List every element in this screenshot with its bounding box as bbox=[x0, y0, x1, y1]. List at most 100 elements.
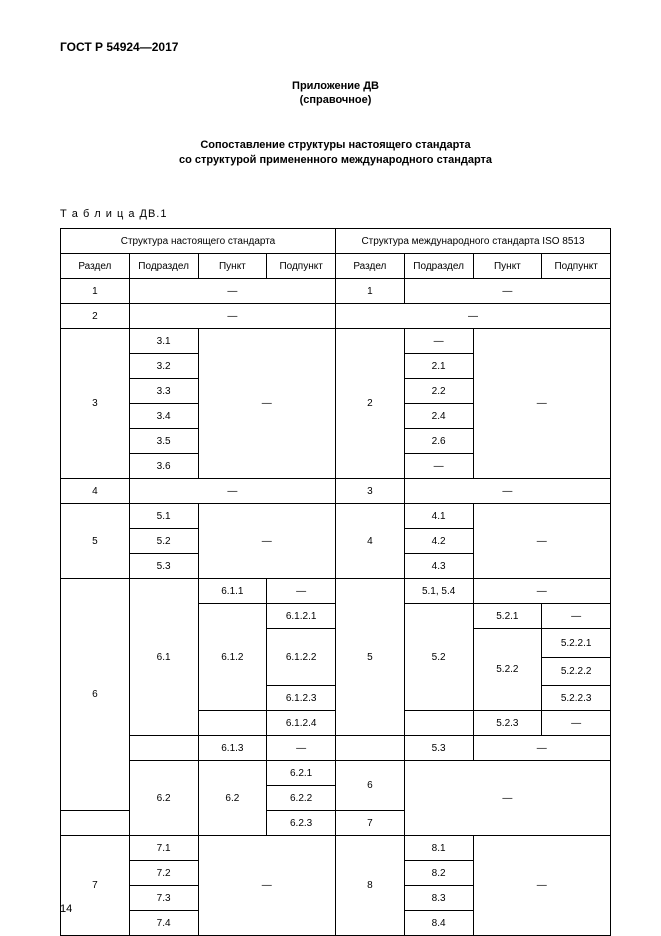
cell: — bbox=[404, 479, 610, 504]
cell: 2 bbox=[336, 329, 405, 479]
cell: 5.2.2.1 bbox=[542, 629, 611, 658]
cell: 6 bbox=[336, 761, 405, 811]
table-row: 1 — 1 — bbox=[61, 279, 611, 304]
cell: 7.1 bbox=[129, 836, 198, 861]
cell: — bbox=[473, 579, 611, 604]
document-id: ГОСТ Р 54924—2017 bbox=[60, 40, 611, 54]
cell: 3.4 bbox=[129, 404, 198, 429]
cell: 2.4 bbox=[404, 404, 473, 429]
cell: — bbox=[473, 504, 611, 579]
col-b-left: Подраздел bbox=[129, 254, 198, 279]
cell: 5.2.2.2 bbox=[542, 657, 611, 686]
col-d-left: Подпункт bbox=[267, 254, 336, 279]
cell: 6 bbox=[61, 579, 130, 811]
cell bbox=[61, 811, 130, 836]
cell: 8.4 bbox=[404, 911, 473, 936]
cell: 6.1.2.2 bbox=[267, 629, 336, 686]
cell: 5.2.3 bbox=[473, 711, 542, 736]
cell: 1 bbox=[61, 279, 130, 304]
cell: 6.2 bbox=[129, 761, 198, 836]
table-label: Т а б л и ц а ДВ.1 bbox=[60, 208, 611, 220]
cell: 6.1.2.3 bbox=[267, 686, 336, 711]
cell: 6.1 bbox=[129, 579, 198, 736]
cell: 4.1 bbox=[404, 504, 473, 529]
cell: 5 bbox=[336, 579, 405, 736]
cell: 6.1.2.1 bbox=[267, 604, 336, 629]
header-right: Структура международного стандарта ISO 8… bbox=[336, 229, 611, 254]
cell: 6.2.2 bbox=[267, 786, 336, 811]
cell: 4 bbox=[61, 479, 130, 504]
header-left: Структура настоящего стандарта bbox=[61, 229, 336, 254]
cell: 4.3 bbox=[404, 554, 473, 579]
cell: 5.2.2.3 bbox=[542, 686, 611, 711]
table-row: 5 5.1 — 4 4.1 — bbox=[61, 504, 611, 529]
col-d-right: Подпункт bbox=[542, 254, 611, 279]
cell: 7.2 bbox=[129, 861, 198, 886]
cell: 5.1 bbox=[129, 504, 198, 529]
cell: — bbox=[267, 736, 336, 761]
cell: 6.2.1 bbox=[267, 761, 336, 786]
cell: 2.1 bbox=[404, 354, 473, 379]
col-a-left: Раздел bbox=[61, 254, 130, 279]
appendix-line2: (справочное) bbox=[60, 93, 611, 107]
cell: 3.2 bbox=[129, 354, 198, 379]
cell: 8.2 bbox=[404, 861, 473, 886]
cell: 4.2 bbox=[404, 529, 473, 554]
cell: 5 bbox=[61, 504, 130, 579]
cell: — bbox=[198, 836, 336, 936]
cell: 7.3 bbox=[129, 886, 198, 911]
col-c-left: Пункт bbox=[198, 254, 267, 279]
col-c-right: Пункт bbox=[473, 254, 542, 279]
cell: 5.2.2 bbox=[473, 629, 542, 711]
table-subheader-row: Раздел Подраздел Пункт Подпункт Раздел П… bbox=[61, 254, 611, 279]
cell: 5.3 bbox=[129, 554, 198, 579]
cell: — bbox=[198, 504, 336, 579]
col-b-right: Подраздел bbox=[404, 254, 473, 279]
cell: — bbox=[542, 711, 611, 736]
appendix-line1: Приложение ДВ bbox=[60, 79, 611, 93]
cell: 8 bbox=[336, 836, 405, 936]
cell: — bbox=[404, 454, 473, 479]
cell: — bbox=[198, 329, 336, 479]
cell: — bbox=[404, 279, 610, 304]
cell: 5.1, 5.4 bbox=[404, 579, 473, 604]
cell: — bbox=[473, 836, 611, 936]
appendix-heading: Приложение ДВ (справочное) bbox=[60, 79, 611, 108]
cell: — bbox=[473, 736, 611, 761]
cell: — bbox=[129, 304, 335, 329]
cell: 6.1.1 bbox=[198, 579, 267, 604]
cell bbox=[336, 736, 405, 761]
cell: 3 bbox=[61, 329, 130, 479]
table-row: 6.2 6.2 6.2.1 6 — bbox=[61, 761, 611, 786]
cell: 6.2.3 bbox=[267, 811, 336, 836]
cell: 8.1 bbox=[404, 836, 473, 861]
page: ГОСТ Р 54924—2017 Приложение ДВ (справоч… bbox=[0, 0, 661, 935]
cell: — bbox=[404, 329, 473, 354]
table-row: 6 6.1 6.1.1 — 5 5.1, 5.4 — bbox=[61, 579, 611, 604]
cell: — bbox=[404, 761, 610, 836]
cell: 2.2 bbox=[404, 379, 473, 404]
page-number: 14 bbox=[60, 903, 72, 915]
col-a-right: Раздел bbox=[336, 254, 405, 279]
cell bbox=[129, 736, 198, 761]
cell bbox=[404, 711, 473, 736]
cell: 1 bbox=[336, 279, 405, 304]
cell: — bbox=[336, 304, 611, 329]
cell: 4 bbox=[336, 504, 405, 579]
cell: 7.4 bbox=[129, 911, 198, 936]
cell: 5.2 bbox=[129, 529, 198, 554]
cell: 3.5 bbox=[129, 429, 198, 454]
cell: 2 bbox=[61, 304, 130, 329]
cell: 5.2 bbox=[404, 604, 473, 711]
title-line2: со структурой примененного международног… bbox=[60, 153, 611, 168]
cell: 5.3 bbox=[404, 736, 473, 761]
cell: 3.3 bbox=[129, 379, 198, 404]
table-row: 4 — 3 — bbox=[61, 479, 611, 504]
cell: 3.6 bbox=[129, 454, 198, 479]
cell: 5.2.1 bbox=[473, 604, 542, 629]
main-title: Сопоставление структуры настоящего станд… bbox=[60, 138, 611, 169]
cell: 6.1.2.4 bbox=[267, 711, 336, 736]
cell: — bbox=[542, 604, 611, 629]
cell: 2.6 bbox=[404, 429, 473, 454]
cell: 8.3 bbox=[404, 886, 473, 911]
